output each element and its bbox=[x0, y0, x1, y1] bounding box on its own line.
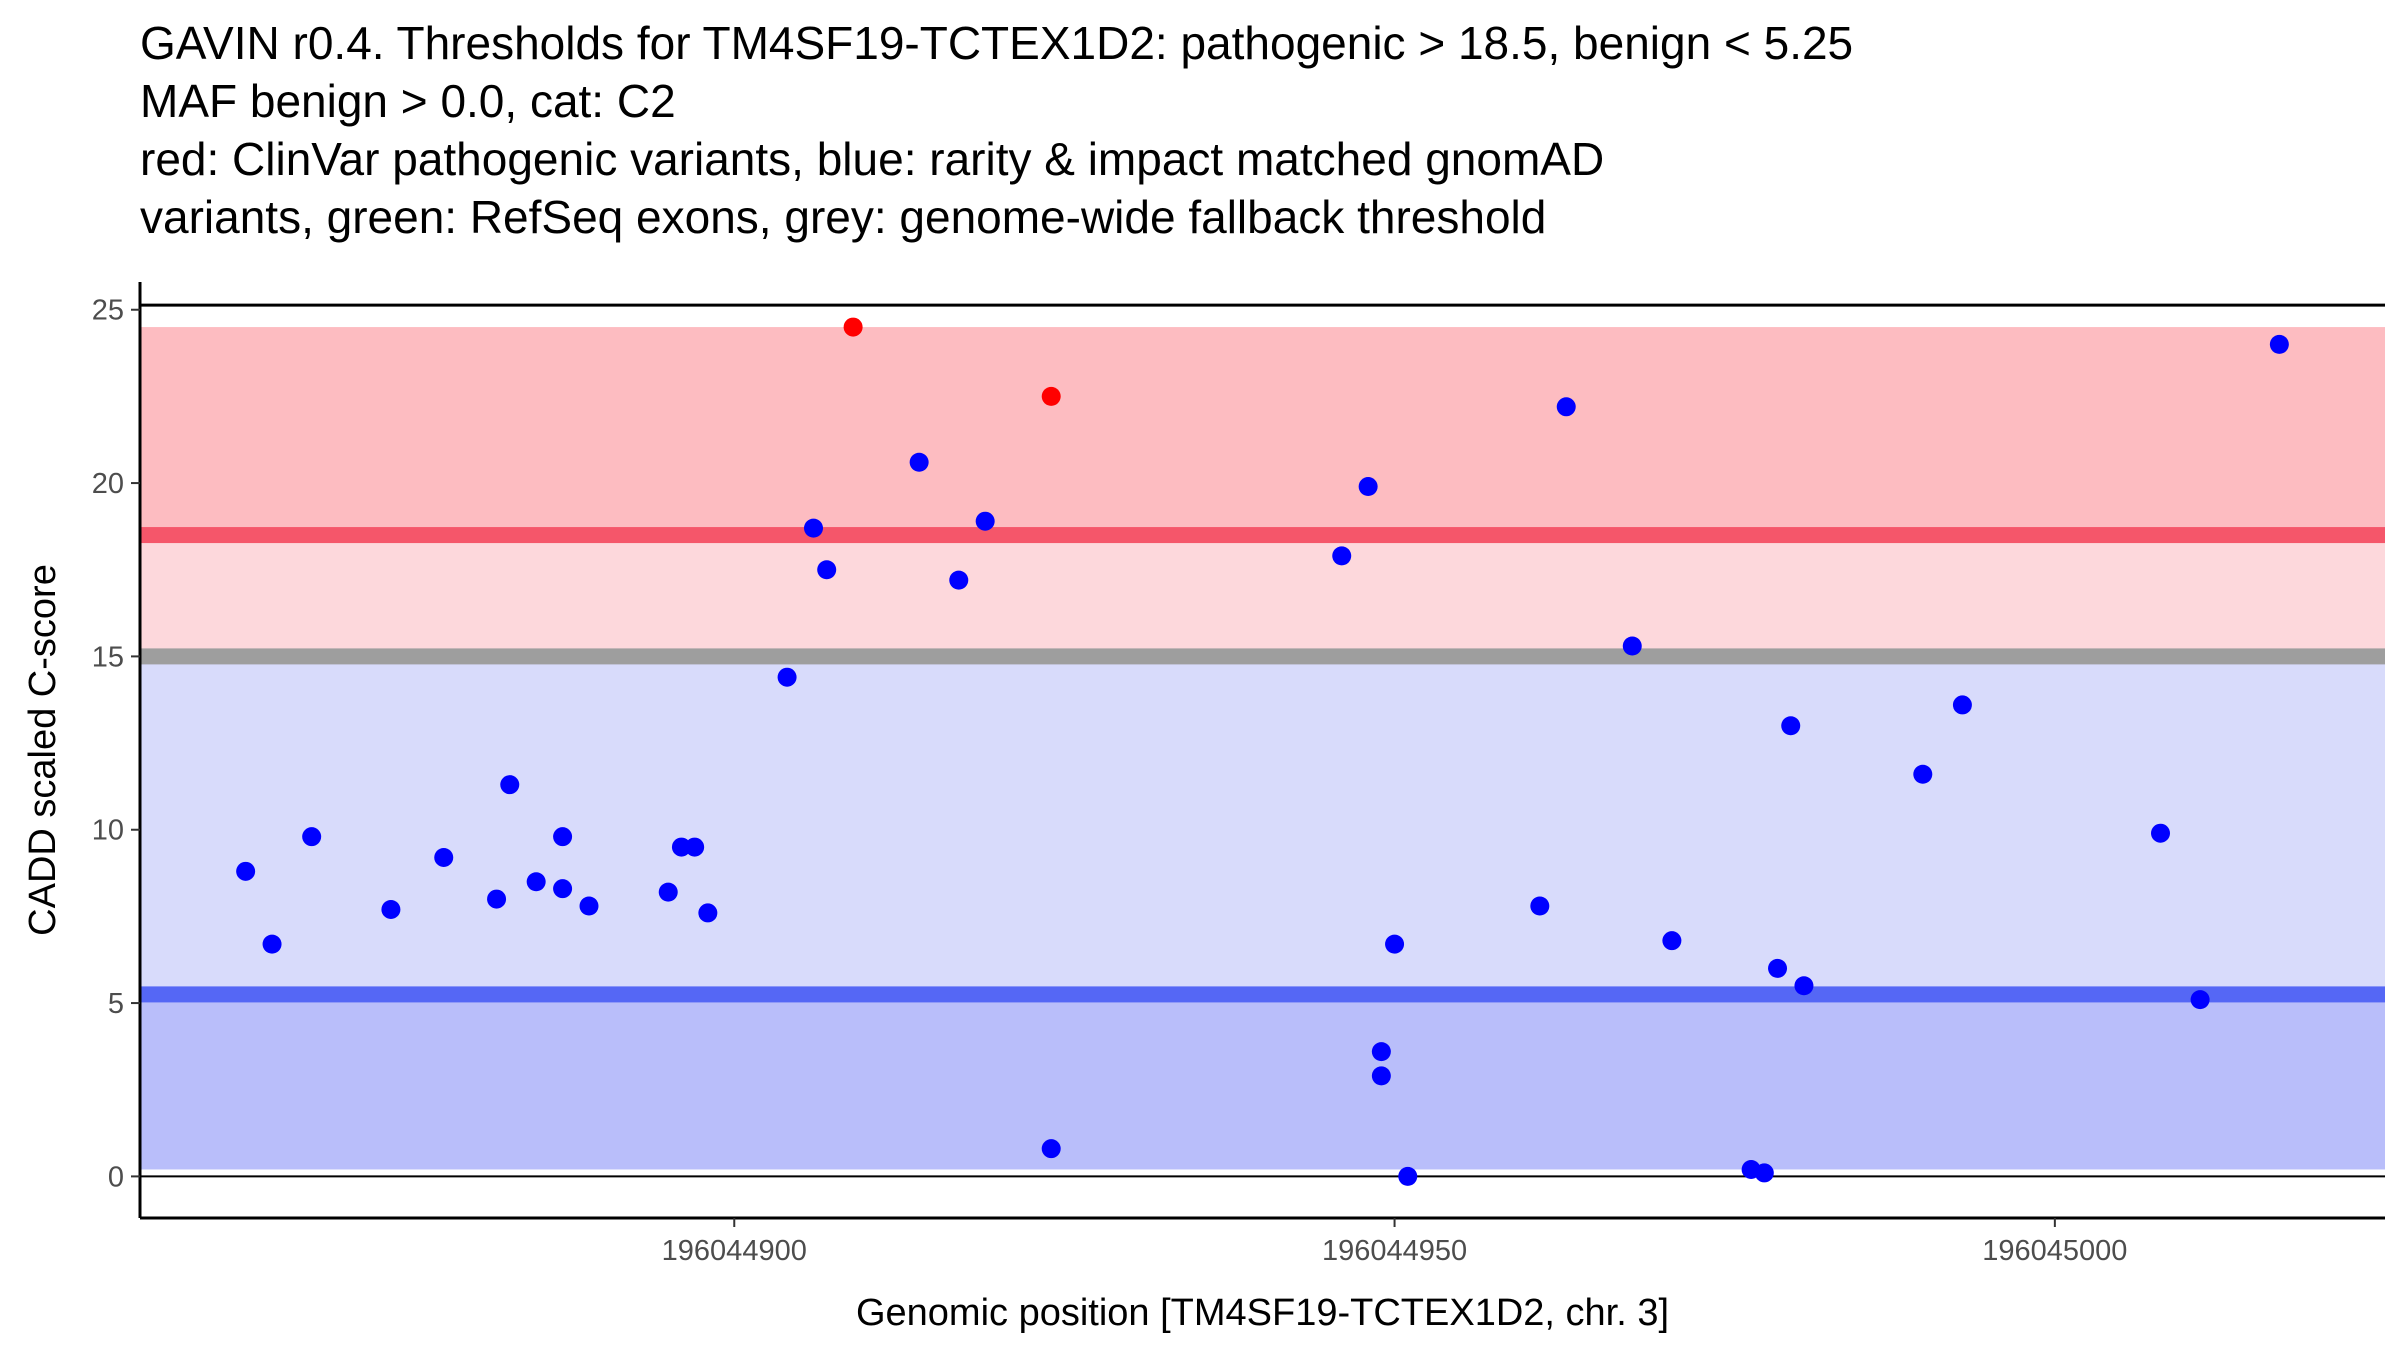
gnomad-variant-point bbox=[1754, 1163, 1774, 1183]
gnomad-variant-point bbox=[302, 827, 322, 847]
gnomad-variant-point bbox=[262, 934, 282, 954]
clinvar-pathogenic-point bbox=[843, 317, 863, 337]
gnomad-variant-point bbox=[1332, 546, 1352, 566]
gnomad-variant-point bbox=[1556, 397, 1576, 417]
gnomad-variant-point bbox=[526, 872, 546, 892]
y-axis-title: CADD scaled C-score bbox=[22, 564, 64, 936]
gnomad-variant-point bbox=[1952, 695, 1972, 715]
gnomad-variant-point bbox=[553, 827, 573, 847]
gnomad-variant-point bbox=[500, 775, 520, 795]
title-line-1: GAVIN r0.4. Thresholds for TM4SF19-TCTEX… bbox=[140, 17, 1854, 69]
gnomad-variant-point bbox=[698, 903, 718, 923]
x-tick-label: 196044950 bbox=[1322, 1235, 1467, 1267]
y-tick-label: 25 bbox=[92, 295, 124, 327]
gnomad-variant-point bbox=[1385, 934, 1405, 954]
lower-mid-band bbox=[140, 656, 2385, 995]
gnomad-variant-point bbox=[1371, 1066, 1391, 1086]
gnomad-variant-point bbox=[975, 511, 995, 531]
y-tick-label: 15 bbox=[92, 641, 124, 673]
y-tick-label: 20 bbox=[92, 468, 124, 500]
gnomad-variant-point bbox=[1768, 958, 1788, 978]
gnomad-variant-point bbox=[1662, 931, 1682, 951]
title-line-3: red: ClinVar pathogenic variants, blue: … bbox=[140, 133, 1605, 185]
data-points bbox=[236, 317, 2289, 1186]
clinvar-pathogenic-point bbox=[1041, 386, 1061, 406]
gnomad-variant-point bbox=[1530, 896, 1550, 916]
gnomad-variant-point bbox=[1794, 976, 1814, 996]
gnomad-variant-point bbox=[658, 882, 678, 902]
title-line-2: MAF benign > 0.0, cat: C2 bbox=[140, 75, 676, 127]
x-tick-label: 196045000 bbox=[1982, 1235, 2127, 1267]
gnomad-variant-point bbox=[685, 837, 705, 857]
gnomad-variant-point bbox=[1622, 636, 1642, 656]
pathogenic-band bbox=[140, 327, 2385, 536]
gnomad-variant-point bbox=[909, 452, 929, 472]
threshold-lines bbox=[140, 527, 2385, 1003]
gnomad-variant-point bbox=[2151, 823, 2170, 843]
gnomad-variant-point bbox=[817, 560, 837, 580]
upper-mid-band bbox=[140, 535, 2385, 657]
pathogenic-threshold-line bbox=[140, 527, 2385, 544]
x-axis-title: Genomic position [TM4SF19-TCTEX1D2, chr.… bbox=[856, 1292, 1669, 1334]
gnomad-variant-point bbox=[1398, 1166, 1418, 1186]
x-tick-label: 196044900 bbox=[662, 1235, 807, 1267]
gnomad-variant-point bbox=[2269, 334, 2289, 354]
gnomad-variant-point bbox=[487, 889, 507, 909]
gnomad-variant-point bbox=[1781, 716, 1801, 736]
threshold-bands bbox=[140, 327, 2385, 1170]
gnomad-variant-point bbox=[671, 837, 691, 857]
gnomad-variant-point bbox=[949, 570, 969, 590]
y-tick-label: 0 bbox=[108, 1161, 124, 1193]
gnomad-variant-point bbox=[434, 847, 454, 867]
gnomad-variant-point bbox=[1371, 1042, 1391, 1062]
fallback-threshold-line bbox=[140, 648, 2385, 665]
y-tick-label: 10 bbox=[92, 815, 124, 847]
benign-threshold-line bbox=[140, 986, 2385, 1003]
plot-axes bbox=[131, 282, 2385, 1227]
gnomad-variant-point bbox=[2190, 990, 2210, 1010]
y-tick-label: 5 bbox=[108, 988, 124, 1020]
chart-title: GAVIN r0.4. Thresholds for TM4SF19-TCTEX… bbox=[140, 14, 2380, 246]
gnomad-variant-point bbox=[1358, 477, 1378, 497]
title-line-4: variants, green: RefSeq exons, grey: gen… bbox=[140, 191, 1547, 243]
benign-band bbox=[140, 994, 2385, 1170]
gnomad-variant-point bbox=[777, 667, 797, 687]
gnomad-variant-point bbox=[804, 518, 823, 538]
gnomad-variant-point bbox=[381, 899, 401, 919]
axis-labels: 0 5 10 15 20 25 196044900 196044950 196045000 Gen… bbox=[22, 295, 2127, 1334]
gnomad-variant-point bbox=[553, 879, 573, 899]
gnomad-variant-point bbox=[579, 896, 599, 916]
gnomad-variant-point bbox=[236, 861, 256, 881]
gnomad-variant-point bbox=[1913, 764, 1933, 784]
gnomad-variant-point bbox=[1041, 1139, 1061, 1159]
